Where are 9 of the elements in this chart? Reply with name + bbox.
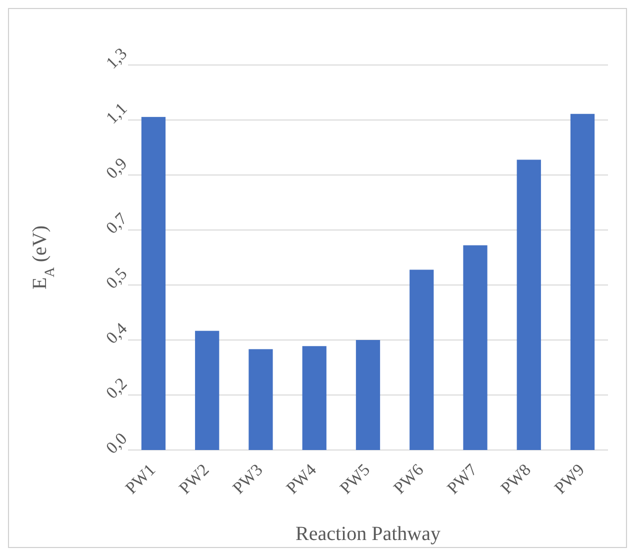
x-axis-title: Reaction Pathway — [296, 523, 440, 545]
y-tick-label: 1,3 — [102, 44, 131, 72]
y-tick-label: 0,0 — [102, 428, 131, 458]
y-tick-label: 0,7 — [102, 208, 132, 238]
y-tick-label: 0,5 — [102, 264, 131, 292]
y-tick-label: 0,2 — [102, 374, 131, 402]
y-tick-label: 0,9 — [102, 154, 131, 182]
y-tick-label: 1,1 — [102, 98, 131, 128]
y-tick-label: 0,4 — [102, 318, 132, 348]
